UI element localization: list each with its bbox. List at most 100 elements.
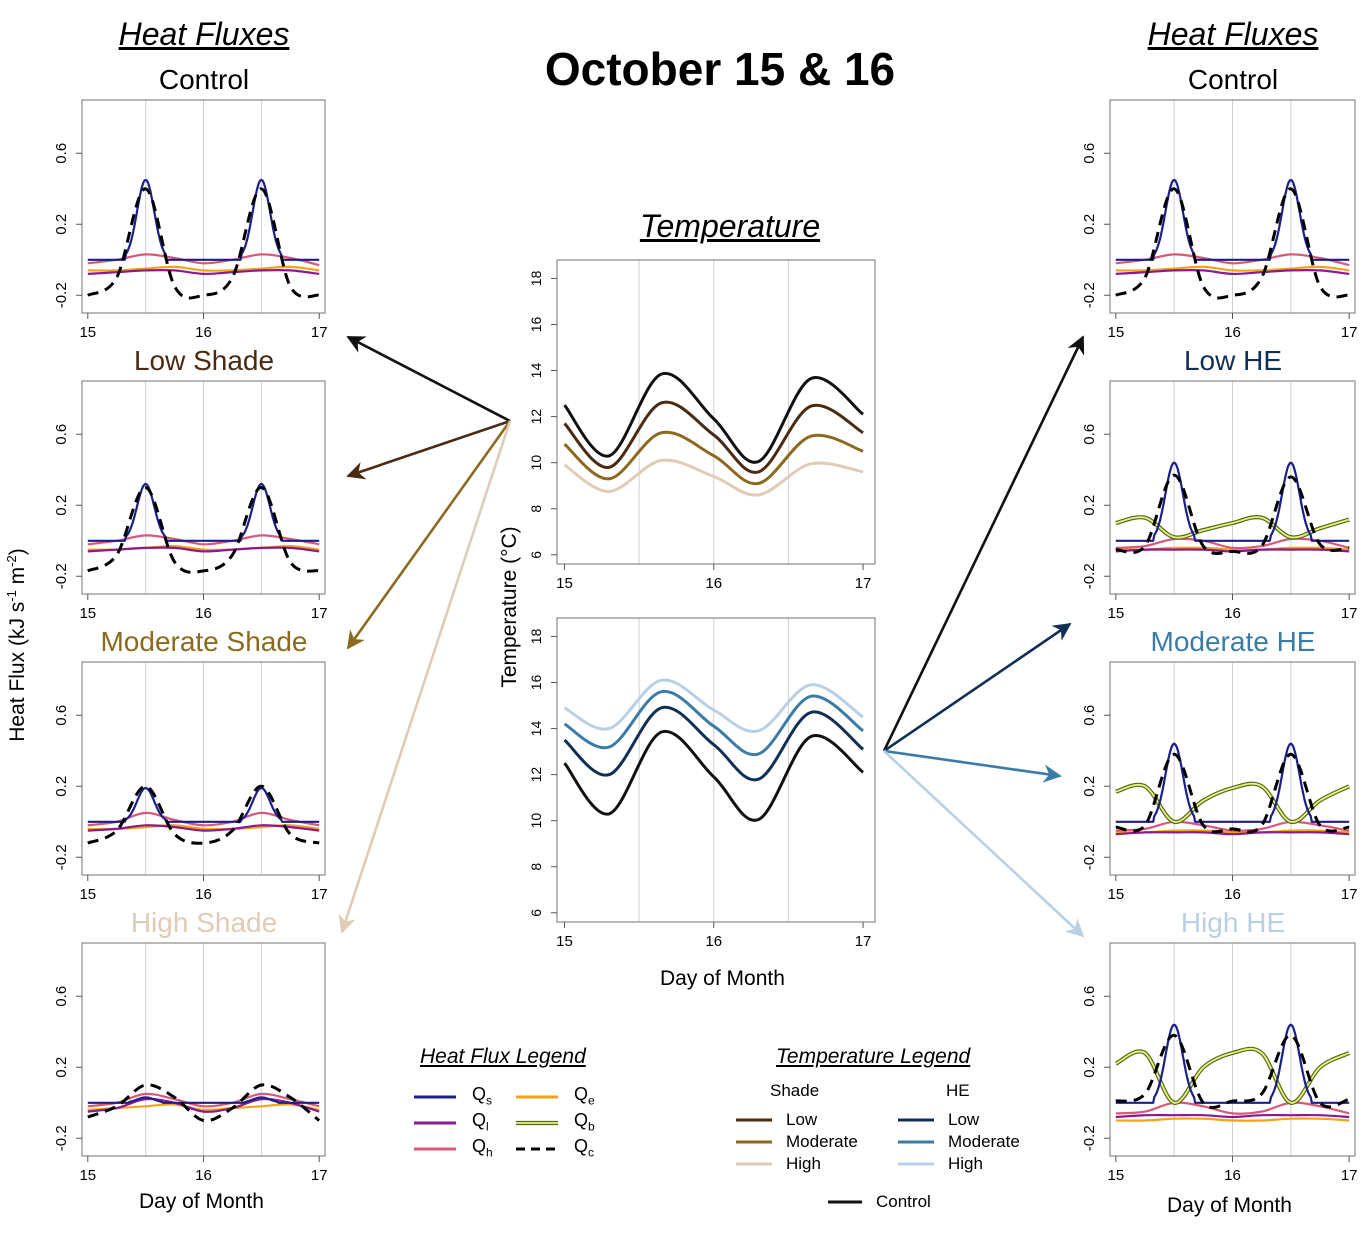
y-tick-label: -0.2 bbox=[1081, 563, 1098, 589]
series-Qh bbox=[1115, 1101, 1350, 1115]
x-tick-label: 17 bbox=[1341, 605, 1358, 622]
series-group bbox=[1115, 461, 1350, 556]
y-tick-label: 0.6 bbox=[53, 424, 70, 445]
x-tick-label: 17 bbox=[855, 575, 872, 592]
chart-7: -0.2 0.2 0.6 15 16 17 bbox=[1081, 942, 1358, 1184]
panel-title-control-right: Control bbox=[1187, 64, 1279, 95]
x-axis-label-left: Day of Month bbox=[139, 1190, 264, 1213]
flux-legend-qb-label: Qb bbox=[574, 1110, 595, 1134]
y-tick-label: 8 bbox=[528, 505, 544, 513]
x-tick-label: 17 bbox=[855, 933, 872, 950]
y-tick-label: 12 bbox=[528, 767, 544, 783]
series-Ql bbox=[87, 546, 320, 553]
series-Ql bbox=[87, 1097, 320, 1113]
x-tick-label: 16 bbox=[1224, 886, 1241, 903]
arrow-to-high-shade bbox=[338, 420, 512, 934]
temp-series-low bbox=[563, 400, 864, 474]
chart-1: -0.2 0.2 0.6 15 16 17 bbox=[53, 380, 328, 622]
series-Qs bbox=[87, 786, 320, 823]
temp-legend-shade-header: Shade bbox=[770, 1081, 820, 1100]
y-tick-label: 0.2 bbox=[1081, 214, 1098, 235]
y-tick-label: 6 bbox=[528, 551, 544, 559]
x-tick-label: 17 bbox=[311, 886, 328, 903]
y-tick-label: 12 bbox=[528, 409, 544, 425]
x-tick-label: 15 bbox=[1107, 886, 1124, 903]
y-tick-label: 18 bbox=[528, 270, 544, 286]
flux-legend-qh-label: Qh bbox=[472, 1136, 493, 1160]
temp-legend-shade-moderate: Moderate bbox=[786, 1132, 858, 1151]
arrow-to-control-right bbox=[882, 335, 1085, 752]
x-tick-label: 17 bbox=[311, 605, 328, 622]
series-Qs bbox=[1115, 461, 1350, 542]
x-tick-label: 16 bbox=[195, 1167, 212, 1184]
series-Qc bbox=[87, 1083, 321, 1123]
arrow-to-high-he bbox=[883, 750, 1085, 938]
panel-title-moderate-shade: Moderate Shade bbox=[100, 626, 308, 657]
y-tick-label: 0.2 bbox=[53, 495, 70, 516]
x-tick-label: 15 bbox=[1107, 1167, 1124, 1184]
temp-series-control bbox=[563, 729, 865, 822]
y-tick-label: -0.2 bbox=[1081, 282, 1098, 308]
flux-legend-qe-label: Qe bbox=[574, 1084, 595, 1108]
arrow-to-moderate-he bbox=[883, 749, 1062, 783]
series-Qs bbox=[1115, 1023, 1350, 1104]
temp-series-high bbox=[563, 678, 864, 733]
y-tick-label: -0.2 bbox=[53, 844, 70, 870]
panel-title-control-left: Control bbox=[158, 64, 250, 95]
x-axis-label-right: Day of Month bbox=[1167, 1194, 1292, 1217]
panel-title-high-shade: High Shade bbox=[130, 907, 278, 938]
x-tick-label: 15 bbox=[556, 933, 573, 950]
series-group bbox=[87, 784, 320, 845]
series-Ql bbox=[1115, 268, 1350, 276]
series-Ql bbox=[87, 824, 320, 832]
y-tick-label: 16 bbox=[528, 316, 544, 332]
x-tick-label: 17 bbox=[311, 324, 328, 341]
series-group bbox=[1114, 1023, 1351, 1122]
left-heat-flux-header: Heat Fluxes bbox=[118, 16, 290, 52]
temp-series-high bbox=[563, 458, 864, 497]
chart-6: -0.2 0.2 0.6 15 16 17 bbox=[1081, 661, 1358, 903]
x-tick-label: 16 bbox=[1224, 1167, 1241, 1184]
series-group bbox=[87, 482, 320, 574]
y-tick-label: 0.2 bbox=[1081, 1057, 1098, 1078]
x-tick-label: 16 bbox=[195, 605, 212, 622]
panel-title-moderate-he: Moderate HE bbox=[1150, 626, 1316, 657]
y-tick-label: 16 bbox=[528, 674, 544, 690]
series-Qc bbox=[87, 187, 320, 300]
plot-frame bbox=[556, 259, 876, 565]
y-tick-label: 0.2 bbox=[53, 776, 70, 797]
y-tick-label: 8 bbox=[528, 863, 544, 871]
series-Qs bbox=[87, 178, 320, 261]
chart-2: -0.2 0.2 0.6 15 16 17 bbox=[53, 661, 328, 903]
series-Qe bbox=[1115, 265, 1350, 272]
y-tick-label: 0.6 bbox=[53, 143, 70, 164]
temp-legend-he-moderate: Moderate bbox=[948, 1132, 1020, 1151]
temp-series-moderate bbox=[563, 430, 864, 486]
x-tick-label: 15 bbox=[79, 324, 96, 341]
temp-series-low bbox=[563, 705, 865, 782]
temp-legend-he-header: HE bbox=[946, 1081, 970, 1100]
flux-legend-qc-label: Qc bbox=[574, 1136, 595, 1160]
y-tick-label: 0.6 bbox=[53, 986, 70, 1007]
series-Qc bbox=[1115, 473, 1350, 556]
series-group bbox=[563, 678, 865, 822]
series-Qh bbox=[1115, 820, 1350, 832]
series-Ql bbox=[1115, 831, 1350, 836]
temp-legend-control: Control bbox=[876, 1192, 931, 1211]
x-tick-label: 16 bbox=[1224, 324, 1241, 341]
series-group bbox=[563, 371, 865, 497]
y-tick-label: 0.2 bbox=[53, 1057, 70, 1078]
arrows-layer bbox=[338, 335, 1085, 938]
temp-series-control bbox=[563, 371, 865, 464]
series-Qc bbox=[1115, 187, 1350, 300]
x-tick-label: 15 bbox=[79, 605, 96, 622]
flux-legend-ql-label: Ql bbox=[472, 1110, 489, 1134]
x-tick-label: 15 bbox=[1107, 605, 1124, 622]
panel-title-high-he: High HE bbox=[1180, 907, 1286, 938]
x-tick-label: 15 bbox=[79, 886, 96, 903]
x-tick-label: 16 bbox=[705, 933, 722, 950]
flux-legend-title: Heat Flux Legend bbox=[420, 1045, 586, 1068]
temp-series-moderate bbox=[563, 690, 865, 757]
y-tick-label: 10 bbox=[528, 455, 544, 471]
